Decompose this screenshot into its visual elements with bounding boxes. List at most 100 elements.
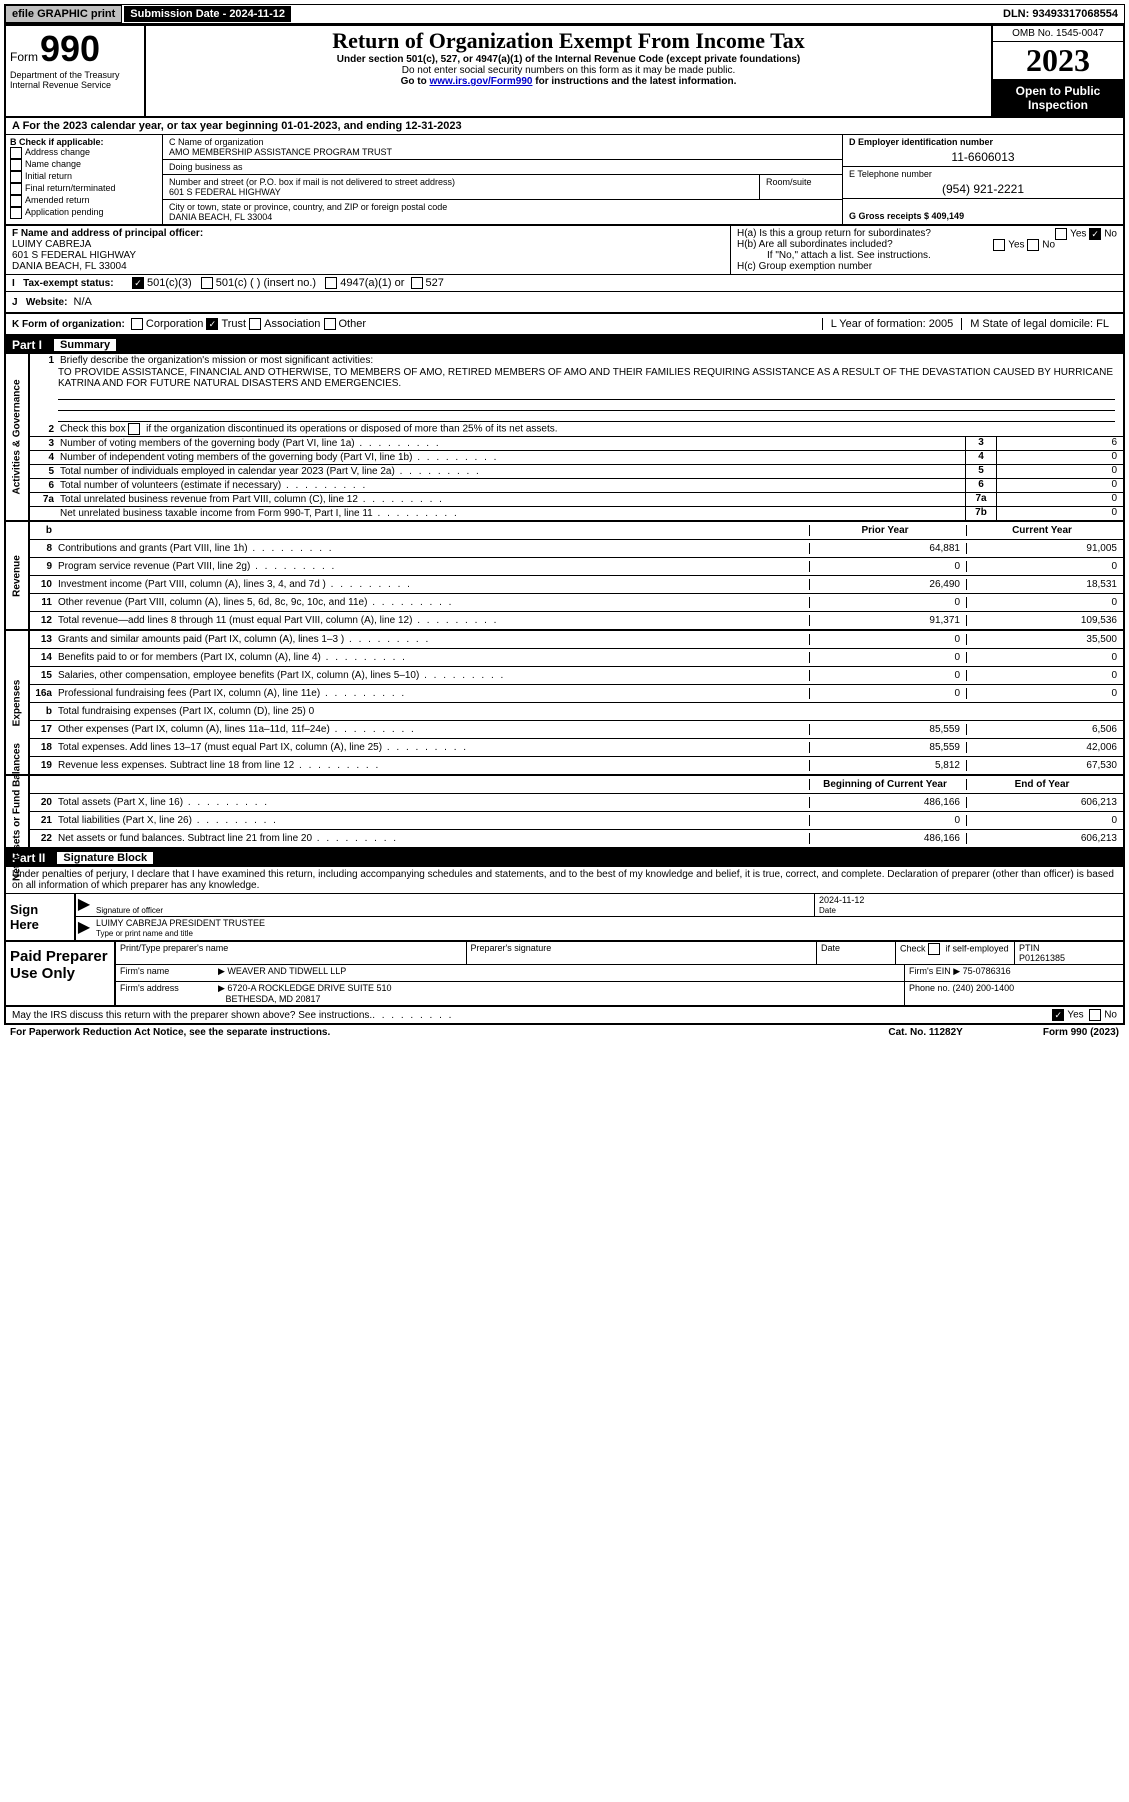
irs-link[interactable]: www.irs.gov/Form990 <box>429 76 532 87</box>
b-opt-5[interactable] <box>10 207 22 219</box>
py-head: Prior Year <box>809 525 966 536</box>
city-label: City or town, state or province, country… <box>169 202 447 212</box>
discuss-no[interactable] <box>1089 1009 1101 1021</box>
side-net: Net Assets or Fund Balances <box>12 742 23 880</box>
exp-cy: 0 <box>966 652 1123 663</box>
f-cell: F Name and address of principal officer:… <box>6 226 731 274</box>
net-py: 0 <box>809 815 966 826</box>
rev-line: Investment income (Part VIII, column (A)… <box>58 579 809 590</box>
firm-name-label: Firm's name <box>116 965 214 981</box>
side-gov: Activities & Governance <box>12 379 23 494</box>
exp-cy: 0 <box>966 670 1123 681</box>
501c3-check[interactable]: ✓ <box>132 277 144 289</box>
discuss-yes[interactable]: ✓ <box>1052 1009 1064 1021</box>
exp-py: 85,559 <box>809 724 966 735</box>
exp-py: 0 <box>809 634 966 645</box>
expenses-section: Expenses 13Grants and similar amounts pa… <box>6 631 1123 776</box>
gov-box: 7b <box>965 507 996 520</box>
net-py: 486,166 <box>809 797 966 808</box>
form-word: Form <box>10 50 38 64</box>
revenue-section: Revenue b Prior Year Current Year 8Contr… <box>6 522 1123 631</box>
corp-check[interactable] <box>131 318 143 330</box>
firm-addr2: BETHESDA, MD 20817 <box>226 994 321 1004</box>
gov-val: 0 <box>996 479 1123 492</box>
sig-label: Signature of officer <box>96 906 163 915</box>
exp-cy: 67,530 <box>966 760 1123 771</box>
year-formation: L Year of formation: 2005 <box>822 318 962 330</box>
exp-cy: 6,506 <box>966 724 1123 735</box>
other-check[interactable] <box>324 318 336 330</box>
row-k: K Form of organization: Corporation ✓Tru… <box>6 314 1123 336</box>
gov-val: 0 <box>996 465 1123 478</box>
side-exp: Expenses <box>12 679 23 726</box>
sign-date: 2024-11-12 <box>819 895 864 905</box>
netassets-section: Net Assets or Fund Balances Beginning of… <box>6 776 1123 849</box>
501c-check[interactable] <box>201 277 213 289</box>
net-cy: 606,213 <box>966 797 1123 808</box>
b-opt-1[interactable] <box>10 159 22 171</box>
net-py: 486,166 <box>809 833 966 844</box>
gov-line: Net unrelated business taxable income fr… <box>60 508 963 519</box>
mission: TO PROVIDE ASSISTANCE, FINANCIAL AND OTH… <box>30 367 1123 389</box>
state-domicile: M State of legal domicile: FL <box>961 318 1117 330</box>
officer-addr2: DANIA BEACH, FL 33004 <box>12 261 127 272</box>
ha-no[interactable]: ✓ <box>1089 228 1101 240</box>
hb-yes[interactable] <box>993 239 1005 251</box>
gov-val: 0 <box>996 451 1123 464</box>
exp-line: Professional fundraising fees (Part IX, … <box>58 688 809 699</box>
prep-date-label: Date <box>816 942 895 964</box>
net-cy: 606,213 <box>966 833 1123 844</box>
paid-preparer: Paid Preparer Use Only <box>6 942 116 1005</box>
part1-header: Part I Summary <box>6 336 1123 354</box>
trust-check[interactable]: ✓ <box>206 318 218 330</box>
rev-cy: 109,536 <box>966 615 1123 626</box>
hb-note: If "No," attach a list. See instructions… <box>737 250 1117 261</box>
hb-label: H(b) Are all subordinates included? <box>737 239 893 250</box>
omb: OMB No. 1545-0047 <box>993 26 1123 42</box>
rev-py: 64,881 <box>809 543 966 554</box>
net-cy: 0 <box>966 815 1123 826</box>
goto: Go to www.irs.gov/Form990 for instructio… <box>154 76 983 87</box>
room-label: Room/suite <box>766 177 812 187</box>
form-title: Return of Organization Exempt From Incom… <box>154 28 983 54</box>
gov-box: 6 <box>965 479 996 492</box>
b-opt-4[interactable] <box>10 195 22 207</box>
row-j: J Website: N/A <box>6 292 1123 314</box>
4947-check[interactable] <box>325 277 337 289</box>
open-public: Open to Public Inspection <box>993 80 1123 116</box>
ha-yes[interactable] <box>1055 228 1067 240</box>
website-val: N/A <box>74 296 92 308</box>
governance-section: Activities & Governance 1Briefly describ… <box>6 354 1123 522</box>
rev-cy: 91,005 <box>966 543 1123 554</box>
name-label: C Name of organization <box>169 137 264 147</box>
row-a: A For the 2023 calendar year, or tax yea… <box>6 118 1123 135</box>
efile-btn[interactable]: efile GRAPHIC print <box>5 5 122 23</box>
assoc-check[interactable] <box>249 318 261 330</box>
b-opt-2[interactable] <box>10 171 22 183</box>
l2-check[interactable] <box>128 423 140 435</box>
exp-line: Salaries, other compensation, employee b… <box>58 670 809 681</box>
b-opt-0[interactable] <box>10 147 22 159</box>
b-opt-3[interactable] <box>10 183 22 195</box>
part2-header: Part II Signature Block <box>6 849 1123 867</box>
firm-addr-label: Firm's address <box>116 982 214 1005</box>
b-label: B Check if applicable: <box>10 137 158 147</box>
col-de: D Employer identification number 11-6606… <box>842 135 1123 224</box>
footer-cat: Cat. No. 11282Y <box>888 1027 962 1038</box>
rev-py: 91,371 <box>809 615 966 626</box>
gov-val: 0 <box>996 507 1123 520</box>
ein: 11-6606013 <box>849 147 1117 164</box>
rev-cy: 0 <box>966 561 1123 572</box>
527-check[interactable] <box>411 277 423 289</box>
ptin-label: PTIN <box>1019 943 1040 953</box>
gov-line: Total unrelated business revenue from Pa… <box>60 494 963 505</box>
rev-line: Total revenue—add lines 8 through 11 (mu… <box>58 615 809 626</box>
self-emp-check[interactable] <box>928 943 940 955</box>
gov-box: 3 <box>965 437 996 450</box>
rev-py: 26,490 <box>809 579 966 590</box>
header-row: Form 990 Department of the Treasury Inte… <box>6 26 1123 118</box>
perjury: Under penalties of perjury, I declare th… <box>6 867 1123 894</box>
sign-here: Sign Here <box>6 894 76 940</box>
exp-line: Total expenses. Add lines 13–17 (must eq… <box>58 742 809 753</box>
hb-no[interactable] <box>1027 239 1039 251</box>
